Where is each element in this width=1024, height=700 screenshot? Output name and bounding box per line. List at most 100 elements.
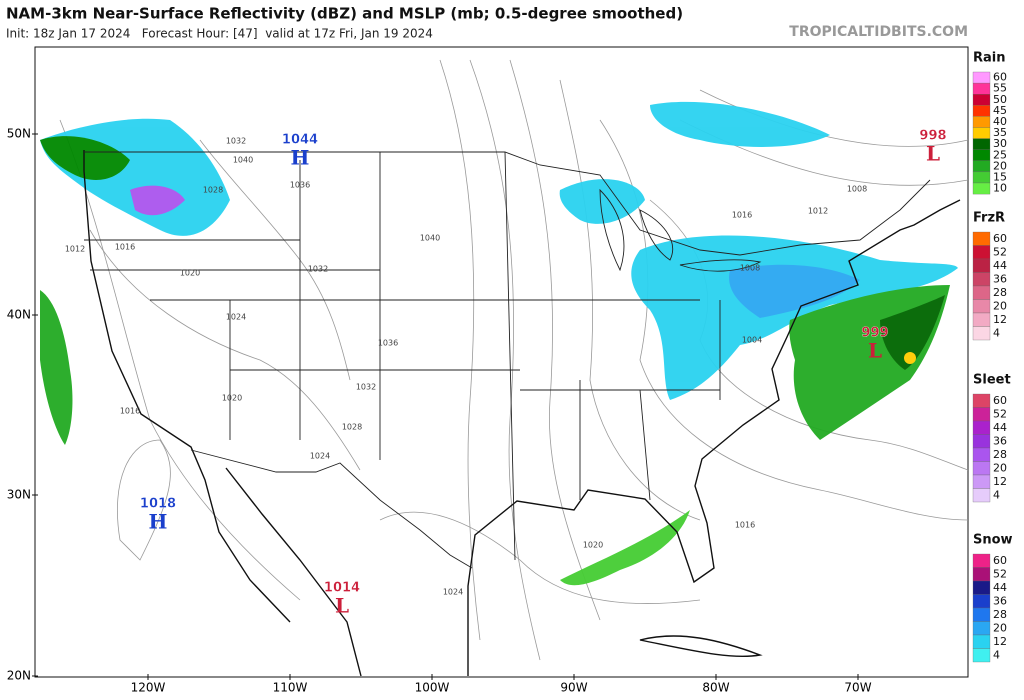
isobar [89, 229, 361, 471]
legend-tick: 28 [993, 286, 1007, 299]
legend-swatch [972, 160, 991, 173]
title: NAM-3km Near-Surface Reflectivity (dBZ) … [6, 5, 683, 23]
legend-swatch [972, 393, 991, 408]
border [190, 449, 473, 569]
legend-swatch [972, 299, 991, 314]
isobar-label: 1032 [308, 265, 328, 274]
isobar [599, 119, 969, 521]
isobar-label: 1024 [443, 588, 463, 597]
legend-tick: 35 [993, 126, 1007, 139]
snow-area [729, 264, 860, 318]
legend-tick: 60 [993, 554, 1007, 567]
legend-swatch [972, 272, 991, 287]
legend-tick: 55 [993, 82, 1007, 95]
lon-label: 120W [131, 681, 166, 695]
legend-swatch [972, 149, 991, 161]
legend-swatch [972, 607, 991, 622]
legend-tick: 60 [993, 71, 1007, 84]
legend-swatch [972, 116, 991, 128]
legend-title: Sleet [973, 373, 1011, 388]
legend-tick: 25 [993, 148, 1007, 161]
rain-area [40, 290, 73, 445]
pressure-value: 1018 [140, 497, 176, 512]
isobar-label: 1016 [120, 407, 140, 416]
isobar-label: 1036 [290, 181, 310, 190]
snow-area [650, 101, 830, 147]
legend-tick: 60 [993, 394, 1007, 407]
legend-swatch [972, 553, 991, 568]
lat-label: 20N [7, 669, 31, 683]
lon-label: 80W [702, 681, 729, 695]
isobar-label: 1016 [735, 521, 755, 530]
snow-area [559, 179, 645, 224]
lon-label: 90W [560, 681, 587, 695]
rain-area [40, 136, 130, 180]
legend-tick: 28 [993, 448, 1007, 461]
legend-tick: 60 [993, 232, 1007, 245]
legend-swatch [972, 182, 991, 195]
legend-swatch [972, 127, 991, 139]
isobar-label: 1040 [420, 234, 440, 243]
lon-label: 100W [415, 681, 450, 695]
rain-core [904, 352, 916, 364]
border [84, 151, 931, 256]
legend-swatch [972, 621, 991, 636]
credit: TROPICALTIDBITS.COM [789, 24, 968, 40]
coastline [83, 150, 291, 623]
sleet-area [130, 185, 185, 216]
legend-tick: 20 [993, 159, 1007, 172]
legend-swatch [972, 474, 991, 489]
legend-title: Snow [973, 533, 1013, 548]
legend-tick: 52 [993, 407, 1007, 420]
legend-swatch [972, 94, 991, 106]
legend-swatch [972, 488, 991, 503]
pressure-symbol: L [926, 142, 940, 166]
isobar-label: 1032 [226, 137, 246, 146]
legend-swatch [972, 231, 991, 246]
legend-tick: 52 [993, 245, 1007, 258]
isobar [379, 511, 701, 604]
isobar-label: 1016 [115, 243, 135, 252]
legend-tick: 20 [993, 299, 1007, 312]
subtitle: Init: 18z Jan 17 2024 Forecast Hour: [47… [6, 27, 433, 41]
legend-title: FrzR [973, 211, 1005, 226]
legend-swatch [972, 434, 991, 449]
lake [679, 259, 762, 272]
legend-tick: 44 [993, 421, 1007, 434]
isobar-label: 1008 [740, 264, 760, 273]
legend-tick: 20 [993, 461, 1007, 474]
legend-tick: 36 [993, 594, 1007, 607]
pressure-symbol: L [868, 339, 882, 363]
isobar-label: 1008 [847, 185, 867, 194]
lon-label: 70W [844, 681, 871, 695]
pressure-value: 1044 [282, 133, 318, 148]
precipitation [40, 101, 958, 586]
legend-tick: 45 [993, 104, 1007, 117]
legend-swatch [972, 326, 991, 341]
pressure-value: 1014 [324, 581, 360, 596]
legend-swatch [972, 285, 991, 300]
lat-label: 40N [7, 308, 31, 322]
legend: Rain6055504540353025201510FrzR6052443628… [972, 51, 1013, 663]
legend-swatch [972, 312, 991, 327]
legend-swatch [972, 138, 991, 150]
isobar [699, 89, 969, 147]
legend-tick: 50 [993, 93, 1007, 106]
legend-swatch [972, 648, 991, 663]
legend-tick: 15 [993, 170, 1007, 183]
isobar [559, 79, 701, 521]
pressure-symbol: H [149, 510, 168, 534]
isobar-label: 1020 [222, 394, 242, 403]
legend-tick: 12 [993, 475, 1007, 488]
lake [599, 188, 625, 272]
pressure-value: 999 [861, 326, 888, 341]
legend-tick: 10 [993, 182, 1007, 195]
lat-label: 30N [7, 488, 31, 502]
rain-area [560, 510, 690, 586]
isobar-label: 1036 [378, 339, 398, 348]
legend-tick: 36 [993, 434, 1007, 447]
legend-swatch [972, 420, 991, 435]
